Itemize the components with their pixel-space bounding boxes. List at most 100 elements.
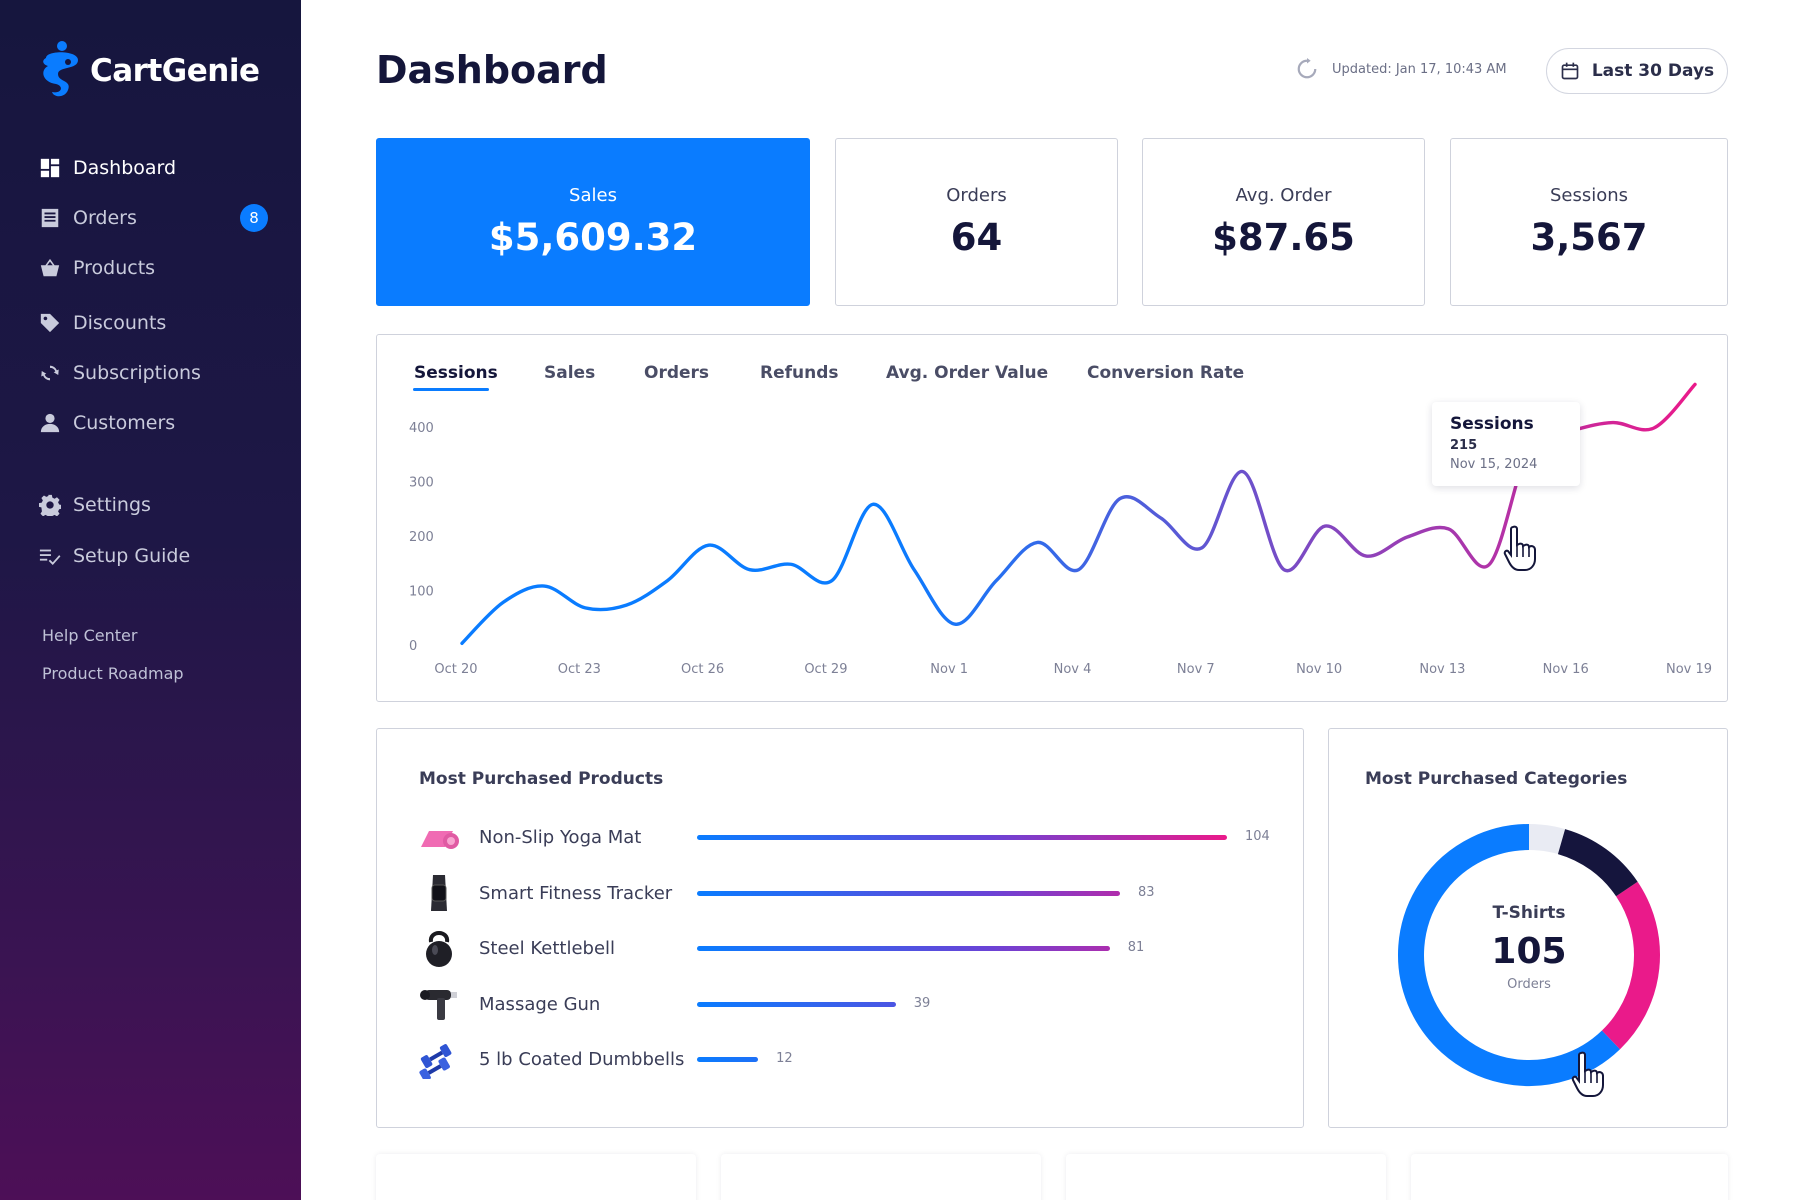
donut-center-value: 105 <box>1491 931 1567 972</box>
calendar-icon <box>1561 62 1579 80</box>
tab-conversion-rate[interactable]: Conversion Rate <box>1087 363 1245 383</box>
person-icon <box>38 411 62 435</box>
y-tick-label: 100 <box>409 585 434 600</box>
x-tick-label: Oct 20 <box>434 662 477 677</box>
sidebar-item-settings[interactable]: Settings <box>38 487 268 523</box>
tooltip-title: Sessions <box>1450 414 1534 434</box>
product-name: Massage Gun <box>479 994 601 1015</box>
tab-orders[interactable]: Orders <box>644 363 710 383</box>
last-updated: Updated: Jan 17, 10:43 AM <box>1296 58 1507 80</box>
x-tick-label: Nov 1 <box>930 662 968 677</box>
donut-segment-pink <box>1601 881 1660 1050</box>
product-bar <box>697 946 1110 951</box>
pointer-cursor-icon <box>1571 1051 1604 1097</box>
most-purchased-categories-card: Most Purchased Categories T-Shirts 105 O… <box>1328 728 1728 1128</box>
x-tick-label: Oct 29 <box>804 662 847 677</box>
last-updated-text: Updated: Jan 17, 10:43 AM <box>1332 61 1507 77</box>
product-name: Steel Kettlebell <box>479 938 616 959</box>
dumbbells-icon <box>417 1039 461 1079</box>
donut-center-unit: Orders <box>1507 977 1551 992</box>
product-row[interactable]: Non-Slip Yoga Mat 104 <box>417 813 1277 863</box>
product-bar <box>697 835 1227 840</box>
product-value: 104 <box>1245 829 1270 844</box>
product-bar <box>697 1057 759 1062</box>
page-title: Dashboard <box>376 48 608 92</box>
date-range-label: Last 30 Days <box>1591 61 1715 81</box>
product-row[interactable]: 5 lb Coated Dumbbells 12 <box>417 1035 1277 1085</box>
sidebar-item-products[interactable]: Products <box>38 250 268 286</box>
categories-donut-chart[interactable] <box>1389 815 1669 1095</box>
product-bar <box>697 891 1120 896</box>
product-row[interactable]: Massage Gun 39 <box>417 980 1277 1030</box>
x-tick-label: Nov 19 <box>1666 662 1712 677</box>
y-tick-label: 200 <box>409 530 434 545</box>
dashboard-icon <box>38 156 62 180</box>
y-tick-label: 300 <box>409 476 434 491</box>
kpi-label: Avg. Order <box>1235 185 1332 206</box>
chart-tooltip: Sessions 215 Nov 15, 2024 <box>1432 402 1580 486</box>
sidebar-item-label: Discounts <box>73 312 167 334</box>
sidebar-item-label: Orders <box>73 207 137 229</box>
orders-count-badge: 8 <box>240 204 268 232</box>
x-tick-label: Nov 7 <box>1177 662 1215 677</box>
product-row[interactable]: Steel Kettlebell 81 <box>417 924 1277 974</box>
product-value: 81 <box>1127 940 1145 955</box>
sidebar-item-setup-guide[interactable]: Setup Guide <box>38 538 268 574</box>
sidebar-item-label: Settings <box>73 494 151 516</box>
products-card-title: Most Purchased Products <box>419 769 664 789</box>
kpi-value: $87.65 <box>1212 216 1355 259</box>
sessions-line[interactable] <box>460 382 1697 645</box>
sidebar-item-discounts[interactable]: Discounts <box>38 305 268 341</box>
kpi-label: Orders <box>946 185 1007 206</box>
kpi-avg-order[interactable]: Avg. Order $87.65 <box>1142 138 1425 306</box>
tab-sessions[interactable]: Sessions <box>414 363 498 383</box>
most-purchased-products-card: Most Purchased Products Non-Slip Yoga Ma… <box>376 728 1304 1128</box>
kettlebell-icon <box>417 928 461 968</box>
sidebar-item-label: Customers <box>73 412 176 434</box>
sessions-line-chart[interactable]: 0 100 200 300 400 Oct 20 Oct 23 Oct 26 Oct 29 Nov… <box>377 335 1729 703</box>
product-name: Non-Slip Yoga Mat <box>479 827 642 848</box>
pointer-cursor-icon <box>1503 525 1536 571</box>
product-name: Smart Fitness Tracker <box>479 883 673 904</box>
orders-icon <box>38 206 62 230</box>
donut-center-label: T-Shirts <box>1492 903 1566 923</box>
tab-avg-order-value[interactable]: Avg. Order Value <box>886 363 1049 383</box>
donut-segment-blue <box>1398 824 1620 1086</box>
tooltip-value: 215 <box>1450 438 1478 453</box>
checklist-icon <box>38 544 62 568</box>
product-value: 83 <box>1137 885 1155 900</box>
x-tick-label: Oct 26 <box>681 662 724 677</box>
product-row[interactable]: Smart Fitness Tracker 83 <box>417 869 1277 919</box>
product-bar <box>697 1002 896 1007</box>
x-tick-label: Nov 16 <box>1543 662 1589 677</box>
x-tick-label: Nov 13 <box>1419 662 1465 677</box>
x-tick-label: Nov 10 <box>1296 662 1342 677</box>
brand-name: CartGenie <box>90 53 260 89</box>
gear-icon <box>38 493 62 517</box>
kpi-value: 3,567 <box>1530 216 1648 259</box>
product-value: 12 <box>776 1051 793 1066</box>
sidebar-item-label: Setup Guide <box>73 545 191 567</box>
sidebar-item-subscriptions[interactable]: Subscriptions <box>38 355 268 391</box>
brand-logo[interactable]: CartGenie <box>38 40 260 102</box>
kpi-orders[interactable]: Orders 64 <box>835 138 1118 306</box>
x-tick-label: Oct 23 <box>558 662 601 677</box>
tab-refunds[interactable]: Refunds <box>760 363 839 383</box>
tab-sales[interactable]: Sales <box>544 363 596 383</box>
tag-icon <box>38 311 62 335</box>
bottom-card <box>721 1154 1041 1200</box>
product-roadmap-link[interactable]: Product Roadmap <box>42 664 184 683</box>
sidebar-item-customers[interactable]: Customers <box>38 405 268 441</box>
sidebar-item-orders[interactable]: Orders 8 <box>38 200 268 236</box>
date-range-button[interactable]: Last 30 Days <box>1546 48 1728 94</box>
kpi-sessions[interactable]: Sessions 3,567 <box>1450 138 1728 306</box>
kpi-value: 64 <box>950 216 1003 259</box>
fitness-tracker-icon <box>417 873 461 913</box>
sidebar-item-label: Subscriptions <box>73 362 201 384</box>
refresh-icon[interactable] <box>1296 58 1318 80</box>
help-center-link[interactable]: Help Center <box>42 626 138 645</box>
y-tick-label: 400 <box>409 421 434 436</box>
kpi-sales[interactable]: Sales $5,609.32 <box>376 138 810 306</box>
x-tick-label: Nov 4 <box>1054 662 1092 677</box>
sidebar-item-dashboard[interactable]: Dashboard <box>38 150 268 186</box>
